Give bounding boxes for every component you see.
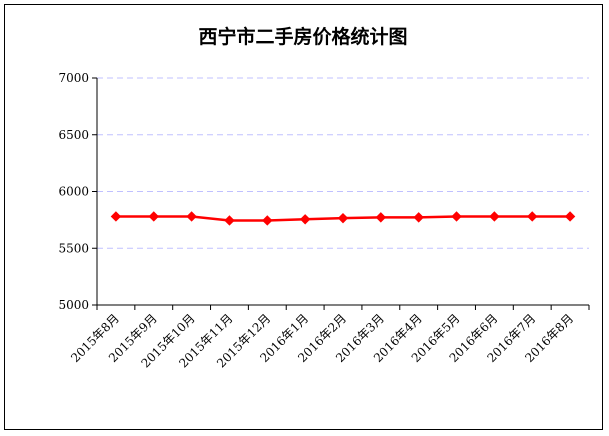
data-point-marker: [262, 215, 273, 226]
y-tick-label: 5500: [58, 241, 89, 255]
data-point-marker: [337, 212, 349, 224]
y-tick-label: 6500: [58, 128, 89, 142]
data-point-marker: [564, 211, 576, 222]
y-tick-label: 6000: [58, 185, 89, 199]
data-point-marker: [375, 212, 387, 223]
data-point-marker: [299, 214, 311, 225]
data-point-marker: [451, 211, 462, 222]
data-point-marker: [110, 211, 122, 222]
axes: [92, 77, 590, 310]
y-tick-label: 5000: [58, 298, 89, 312]
series-layer: [110, 211, 576, 226]
price-line-chart: 西宁市二手房价格统计图 5000 5500 6000 6500 7000 2015年8月…: [58, 25, 590, 370]
data-point-marker: [186, 211, 197, 222]
x-axis-tick-labels: 2015年8月2015年9月2015年10月2015年11月2015年12月20…: [68, 311, 576, 370]
y-tick-label: 7000: [58, 71, 89, 85]
data-point-marker: [224, 215, 235, 226]
data-point-marker: [148, 211, 159, 222]
chart-title: 西宁市二手房价格统计图: [198, 25, 407, 48]
data-point-marker: [489, 211, 500, 222]
data-point-marker: [413, 212, 424, 223]
y-axis-tick-labels: 5000 5500 6000 6500 7000: [58, 71, 89, 312]
gridlines: [97, 77, 589, 249]
chart-frame: 西宁市二手房价格统计图 5000 5500 6000 6500 7000 2015年8月…: [4, 4, 603, 430]
data-point-marker: [527, 211, 538, 222]
